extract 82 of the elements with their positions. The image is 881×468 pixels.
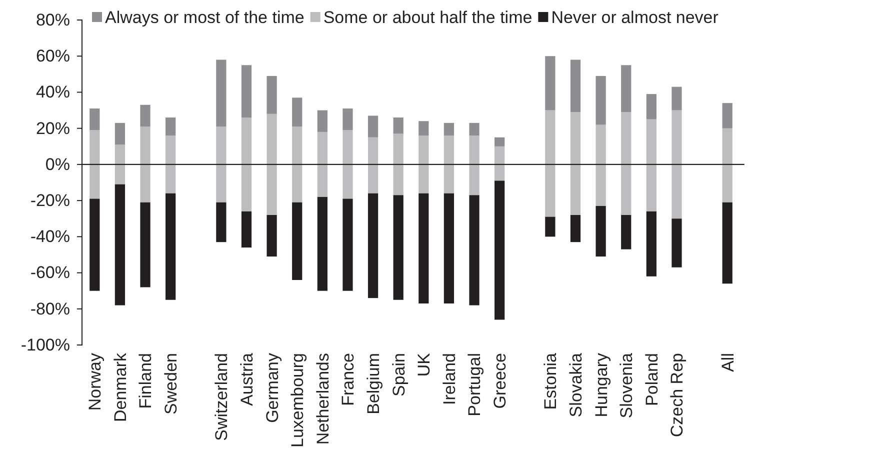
- bar: [241, 65, 252, 118]
- bar: [216, 60, 226, 127]
- y-tick-label: -60%: [30, 263, 70, 282]
- x-tick-label: Austria: [237, 352, 256, 406]
- bar: [722, 202, 732, 284]
- bar: [444, 193, 454, 304]
- bar: [166, 193, 176, 300]
- bar: [545, 56, 556, 110]
- x-tick-label: Portugal: [465, 353, 484, 416]
- bar: [140, 104, 150, 127]
- bar: [646, 211, 656, 276]
- bar: [342, 108, 353, 130]
- bar: [570, 215, 581, 242]
- bar: [418, 193, 429, 304]
- x-tick-label: Norway: [86, 352, 105, 411]
- legend-label: Some or about half the time: [323, 8, 532, 27]
- bar: [292, 202, 302, 280]
- y-tick-label: -40%: [30, 227, 70, 246]
- x-tick-label: Denmark: [110, 352, 130, 422]
- bar: [393, 195, 404, 300]
- bar: [342, 198, 353, 291]
- bar: [722, 103, 732, 128]
- bar: [570, 60, 581, 112]
- bar: [317, 196, 328, 291]
- y-tick-label: 60%: [36, 46, 70, 66]
- y-tick-label: 20%: [36, 118, 70, 138]
- legend-label: Always or most of the time: [105, 8, 304, 27]
- y-tick-label: 80%: [36, 10, 70, 30]
- bar: [672, 218, 682, 268]
- bar: [368, 193, 378, 298]
- bar: [393, 118, 404, 134]
- x-tick-label: Poland: [642, 353, 662, 406]
- bar: [90, 108, 100, 130]
- bar: [469, 195, 480, 306]
- bar: [494, 137, 505, 146]
- bar: [166, 118, 176, 136]
- x-tick-label: All: [718, 353, 738, 372]
- bar: [90, 198, 100, 291]
- bar: [266, 215, 277, 257]
- x-tick-label: Sweden: [162, 353, 181, 414]
- bar: [621, 65, 632, 112]
- bar: [444, 122, 454, 136]
- bar: [545, 216, 556, 237]
- x-tick-label: Germany: [262, 352, 282, 423]
- bar: [216, 202, 226, 242]
- y-tick-label: -20%: [30, 190, 70, 210]
- bar: [140, 202, 150, 288]
- x-tick-label: Ireland: [440, 353, 459, 405]
- legend-label: Never or almost never: [551, 8, 719, 27]
- x-tick-label: Netherlands: [313, 353, 332, 445]
- x-tick-label: Hungary: [592, 352, 611, 418]
- x-tick-label: Switzerland: [212, 353, 232, 441]
- x-tick-label: Spain: [389, 353, 408, 396]
- bar: [368, 116, 378, 138]
- bar: [241, 211, 252, 248]
- bar: [596, 206, 606, 257]
- bar: [469, 122, 480, 136]
- bar: [494, 180, 505, 320]
- x-tick-label: Slovakia: [566, 352, 586, 418]
- x-tick-label: Czech Rep: [668, 353, 687, 438]
- bar: [317, 110, 328, 132]
- x-tick-label: France: [338, 353, 358, 406]
- x-tick-label: Belgium: [364, 353, 383, 414]
- x-tick-label: Estonia: [541, 352, 560, 410]
- bar: [114, 122, 126, 145]
- y-tick-label: 40%: [36, 82, 70, 102]
- bar: [596, 76, 606, 125]
- y-tick-label: 0%: [45, 154, 70, 174]
- x-tick-label: UK: [414, 352, 434, 377]
- bar: [266, 76, 277, 114]
- x-tick-label: Luxembourg: [288, 353, 308, 448]
- bar: [672, 86, 682, 110]
- bar: [418, 121, 429, 136]
- bar: [646, 94, 656, 120]
- x-tick-label: Finland: [136, 353, 156, 409]
- x-tick-label: Slovenia: [617, 352, 636, 418]
- y-tick-label: -100%: [20, 335, 70, 354]
- x-tick-label: Greece: [490, 353, 510, 409]
- bar: [621, 215, 632, 250]
- y-tick-label: -80%: [30, 299, 70, 318]
- bar: [292, 98, 302, 127]
- bar: [114, 184, 126, 306]
